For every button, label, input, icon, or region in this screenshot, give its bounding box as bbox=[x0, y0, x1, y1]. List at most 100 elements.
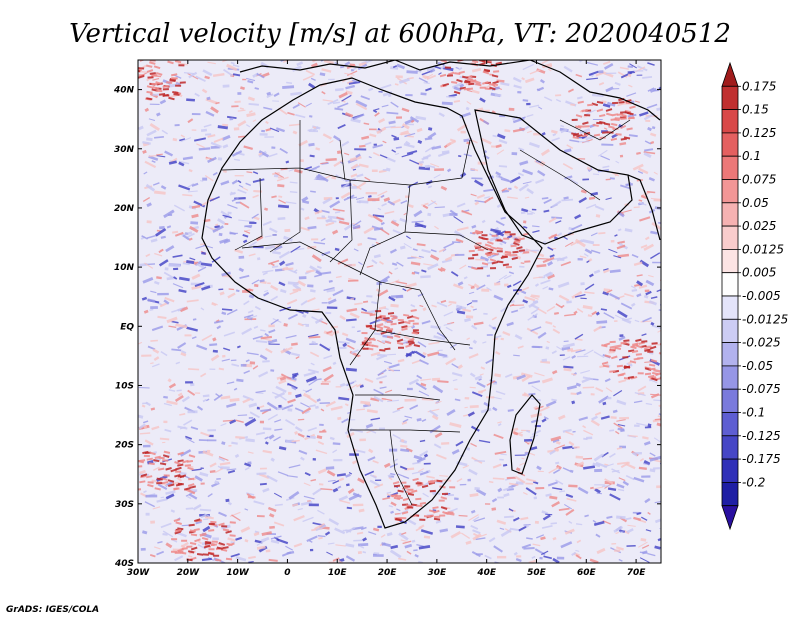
field-streak bbox=[294, 247, 305, 251]
field-streak bbox=[189, 485, 197, 489]
field-streak bbox=[558, 414, 566, 421]
field-streak bbox=[633, 357, 640, 361]
field-streak bbox=[130, 474, 136, 475]
field-streak bbox=[192, 318, 197, 321]
field-streak bbox=[502, 263, 510, 267]
field-streak bbox=[586, 166, 592, 171]
field-streak bbox=[256, 257, 261, 261]
field-streak bbox=[233, 387, 238, 391]
field-streak bbox=[269, 227, 278, 234]
field-streak bbox=[146, 90, 153, 94]
field-streak bbox=[274, 419, 282, 423]
field-streak bbox=[156, 112, 161, 117]
field-streak bbox=[616, 244, 626, 250]
field-streak bbox=[203, 544, 211, 549]
field-streak bbox=[566, 385, 577, 390]
field-streak bbox=[468, 82, 475, 86]
field-streak bbox=[625, 111, 632, 115]
field-streak bbox=[622, 480, 630, 486]
field-streak bbox=[387, 312, 395, 315]
field-streak bbox=[584, 514, 589, 518]
field-streak bbox=[321, 91, 326, 95]
field-streak bbox=[297, 418, 305, 421]
field-streak bbox=[390, 315, 397, 318]
field-streak bbox=[300, 500, 313, 506]
field-streak bbox=[387, 473, 393, 478]
field-streak bbox=[486, 60, 489, 61]
field-streak bbox=[142, 197, 151, 202]
field-streak bbox=[415, 497, 422, 501]
field-streak bbox=[166, 316, 178, 324]
field-streak bbox=[466, 77, 473, 81]
field-streak bbox=[468, 291, 475, 295]
field-streak bbox=[527, 313, 538, 321]
field-streak bbox=[150, 238, 158, 243]
field-streak bbox=[158, 248, 164, 254]
field-streak bbox=[649, 468, 656, 473]
field-streak bbox=[372, 215, 383, 223]
field-streak bbox=[267, 506, 277, 513]
field-streak bbox=[636, 280, 644, 287]
field-streak bbox=[608, 125, 615, 129]
x-tick-label: 0 bbox=[284, 568, 290, 578]
field-streak bbox=[355, 99, 368, 108]
field-streak bbox=[267, 338, 278, 344]
field-streak bbox=[601, 100, 607, 104]
field-streak bbox=[252, 335, 263, 340]
field-streak bbox=[404, 118, 414, 125]
field-streak bbox=[176, 389, 182, 392]
field-streak bbox=[244, 539, 249, 543]
field-streak bbox=[285, 334, 297, 339]
field-streak bbox=[417, 341, 427, 348]
field-streak bbox=[475, 83, 482, 87]
field-streak bbox=[649, 87, 657, 93]
field-streak bbox=[520, 262, 525, 265]
field-streak bbox=[357, 550, 362, 555]
field-streak bbox=[644, 148, 654, 152]
field-streak bbox=[420, 382, 427, 387]
field-streak bbox=[174, 231, 184, 237]
field-streak bbox=[442, 356, 449, 359]
field-streak bbox=[344, 263, 356, 267]
field-streak bbox=[627, 65, 634, 68]
field-streak bbox=[302, 313, 307, 319]
field-streak bbox=[639, 458, 645, 462]
field-streak bbox=[408, 341, 415, 346]
field-streak bbox=[416, 417, 422, 422]
field-streak bbox=[332, 442, 341, 446]
field-streak bbox=[294, 407, 304, 413]
field-streak bbox=[295, 113, 306, 119]
field-streak bbox=[356, 181, 367, 189]
field-streak bbox=[582, 386, 595, 389]
field-streak bbox=[477, 248, 484, 252]
field-streak bbox=[332, 361, 337, 366]
field-streak bbox=[240, 86, 245, 91]
field-streak bbox=[458, 70, 466, 75]
field-streak bbox=[444, 256, 453, 262]
field-streak bbox=[309, 115, 313, 118]
field-streak bbox=[488, 537, 496, 543]
field-streak bbox=[291, 503, 299, 507]
field-streak bbox=[274, 428, 283, 431]
field-streak bbox=[427, 200, 436, 207]
field-streak bbox=[588, 273, 594, 278]
field-streak bbox=[526, 113, 534, 118]
field-streak bbox=[457, 364, 463, 370]
field-streak bbox=[160, 185, 167, 190]
field-streak bbox=[589, 486, 594, 490]
field-streak bbox=[395, 152, 400, 156]
field-streak bbox=[336, 150, 342, 154]
field-streak bbox=[401, 107, 410, 113]
field-streak bbox=[243, 145, 253, 150]
field-streak bbox=[394, 334, 401, 339]
field-streak bbox=[378, 275, 390, 284]
field-streak bbox=[162, 84, 169, 89]
field-streak bbox=[638, 284, 648, 289]
field-streak bbox=[475, 533, 487, 539]
field-streak bbox=[571, 290, 583, 299]
colorbar-segment bbox=[721, 481, 739, 507]
field-streak bbox=[380, 194, 385, 198]
field-streak bbox=[350, 349, 360, 355]
field-streak bbox=[307, 333, 319, 338]
field-streak bbox=[392, 229, 403, 235]
